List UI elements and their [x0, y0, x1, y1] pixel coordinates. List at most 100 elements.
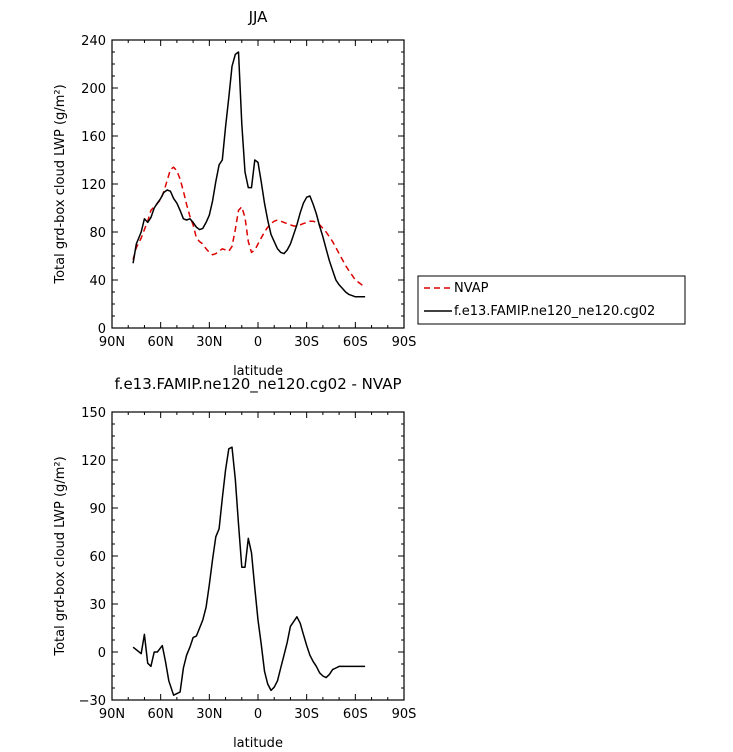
bottom-ytick-label: 90 — [89, 502, 106, 517]
top-series-0-point — [144, 229, 146, 231]
top-series-1-point — [228, 97, 230, 99]
top-series-0-point — [176, 170, 178, 172]
top-series-0-point — [316, 222, 318, 224]
top-series-0-point — [202, 243, 204, 245]
top-series-0-point — [231, 246, 233, 248]
bottom-series-0-point — [202, 619, 204, 621]
top-series-0-point — [260, 237, 262, 239]
top-series-1-point — [202, 228, 204, 230]
bottom-series-0-point — [296, 616, 298, 618]
bottom-series-0-point — [361, 666, 363, 668]
top-series-1-point — [277, 248, 279, 250]
top-series-1-point — [286, 249, 288, 251]
bottom-series-0-point — [329, 674, 331, 676]
bottom-series-0-point — [251, 552, 253, 554]
top-series-0-point — [358, 282, 360, 284]
bottom-series-0-point — [267, 683, 269, 685]
bottom-series-0-point — [290, 626, 292, 628]
bottom-series-0-point — [241, 566, 243, 568]
top-series-1-point — [260, 181, 262, 183]
top-series-0-point — [286, 223, 288, 225]
bottom-series-0-point — [205, 606, 207, 608]
top-series-0-point — [179, 178, 181, 180]
bottom-series-0-point — [157, 651, 159, 653]
top-series-0-point — [218, 250, 220, 252]
top-series-0-point — [325, 231, 327, 233]
top-series-1-point — [267, 219, 269, 221]
bottom-series-0-point — [273, 686, 275, 688]
top-series-1-point — [132, 262, 134, 264]
top-ytick-label: 120 — [81, 178, 106, 193]
legend-label-nvap: NVAP — [454, 281, 489, 296]
top-series-1-point — [345, 291, 347, 293]
bottom-series-0-point — [147, 662, 149, 664]
bottom-series-0-point — [345, 666, 347, 668]
bottom-ytick-label: 150 — [81, 406, 106, 421]
bottom-series-0-point — [234, 478, 236, 480]
top-series-0-point — [196, 237, 198, 239]
bottom-series-0-point — [225, 469, 227, 471]
top-series-1-point — [166, 189, 168, 191]
bottom-series-0-point — [355, 666, 357, 668]
top-series-0-point — [215, 253, 217, 255]
bottom-series-0-point — [332, 669, 334, 671]
bottom-series-0-point — [132, 646, 134, 648]
top-series-1-point — [215, 181, 217, 183]
top-series-0-point — [348, 270, 350, 272]
top-series-0-point — [264, 231, 266, 233]
top-series-0-point — [332, 241, 334, 243]
top-series-0-point — [293, 225, 295, 227]
bottom-series-0-point — [192, 637, 194, 639]
top-series-1-point — [173, 198, 175, 200]
bottom-ytick-label: 60 — [89, 550, 106, 565]
top-series-0-point — [277, 219, 279, 221]
top-series-0-point — [150, 210, 152, 212]
bottom-axes: 90N 60N 30N 0 30S 60S 90S −30 0 30 60 90 120 150 — [79, 406, 417, 722]
top-series-1-point — [153, 207, 155, 209]
top-series-0-point — [189, 216, 191, 218]
bottom-series-0-point — [165, 661, 167, 663]
top-series-1-point — [273, 241, 275, 243]
top-series-1-point — [329, 260, 331, 262]
top-series-0-point — [361, 284, 363, 286]
top-series-1-point — [264, 202, 266, 204]
top-xtick-label: 60S — [343, 335, 368, 350]
bottom-ytick-label: 30 — [89, 598, 106, 613]
top-series-1-point — [251, 187, 253, 189]
top-series-0-point — [241, 206, 243, 208]
top-series-0-point — [244, 217, 246, 219]
top-series-1-point — [179, 210, 181, 212]
top-series-1-point — [254, 159, 256, 161]
bottom-plot-frame — [111, 411, 405, 701]
bottom-series-0-point — [322, 675, 324, 677]
bottom-series-0-point — [247, 538, 249, 540]
top-ytick-label: 200 — [81, 82, 106, 97]
top-series-1-point — [358, 296, 360, 298]
bottom-series-0-point — [254, 587, 256, 589]
bottom-series-0-point — [199, 627, 201, 629]
top-series-0-point — [225, 249, 227, 251]
bottom-series-0-point — [316, 666, 318, 668]
top-series-0-point — [364, 286, 366, 288]
top-series-1-point — [176, 202, 178, 204]
top-yaxis-label: Total grd-box cloud LWP (g/m²) — [53, 84, 68, 284]
top-series-1-point — [342, 288, 344, 290]
top-series-0-point — [306, 222, 308, 224]
bottom-series-0-point — [293, 621, 295, 623]
top-series-1-point — [231, 66, 233, 68]
top-series-1-point — [225, 126, 227, 128]
top-series-1-point — [238, 51, 240, 53]
top-series-0-point — [173, 166, 175, 168]
top-xtick-label: 90N — [99, 335, 125, 350]
top-series-0-point — [251, 252, 253, 254]
top-series-1-point — [306, 196, 308, 198]
bottom-series-0-point — [338, 666, 340, 668]
bottom-chart: f.e13.FAMIP.ne120_ne120.cg02 - NVAP 90N 6… — [53, 375, 416, 751]
bottom-xtick-label: 30S — [294, 707, 319, 722]
top-series-line-0 — [132, 166, 366, 288]
bottom-yaxis-label: Total grd-box cloud LWP (g/m²) — [53, 456, 68, 656]
legend-box — [417, 275, 686, 325]
top-series-0-point — [183, 190, 185, 192]
bottom-series-0-point — [264, 670, 266, 672]
